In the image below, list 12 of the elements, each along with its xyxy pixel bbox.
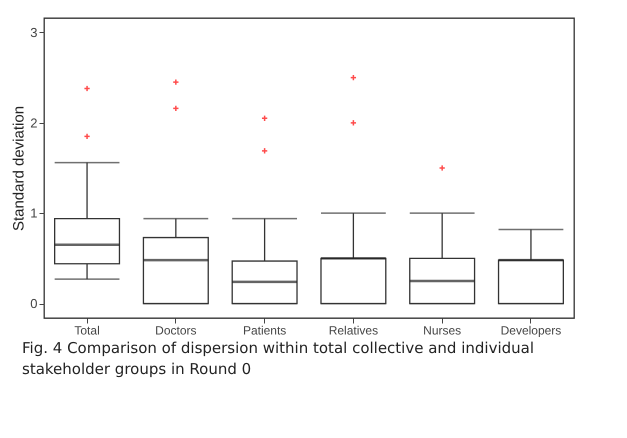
caption: Fig. 4 Comparison of dispersion within total collective and individual stakeholder groups in Round 0 — [22, 338, 536, 380]
y-tick-label: 3 — [30, 24, 38, 40]
x-tick-label: Patients — [242, 324, 286, 338]
x-tick-label: Total — [74, 324, 100, 338]
x-tick-label: Nurses — [423, 324, 462, 338]
x-tick-label: Relatives — [328, 324, 378, 338]
y-tick-label: 1 — [30, 206, 38, 221]
x-tick-label: Developers — [500, 324, 562, 338]
y-axis-title: Standard deviation — [10, 106, 28, 232]
y-tick-label: 2 — [30, 115, 38, 130]
x-tick-label: Doctors — [155, 324, 197, 338]
y-tick-label: 0 — [30, 296, 38, 312]
